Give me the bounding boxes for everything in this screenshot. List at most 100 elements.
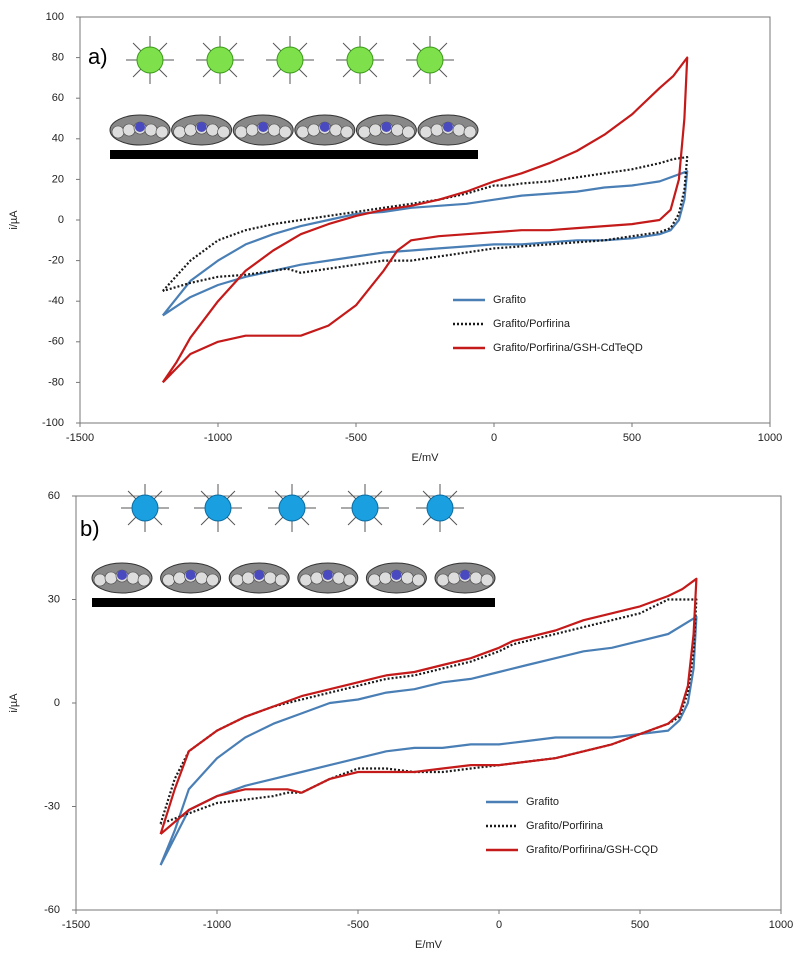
atom — [463, 125, 477, 139]
ligand — [448, 490, 458, 500]
ligand — [272, 68, 282, 78]
nanoparticle — [204, 494, 232, 522]
y-tick-label: -40 — [48, 295, 64, 307]
ligand — [342, 42, 352, 52]
series-line — [159, 598, 698, 825]
atom — [480, 573, 494, 587]
x-tick-label: -500 — [347, 919, 369, 931]
illustration — [109, 36, 479, 159]
atom — [402, 125, 415, 139]
atom — [278, 125, 292, 139]
ligand — [422, 516, 432, 526]
atom — [401, 571, 414, 585]
metal-center — [254, 570, 265, 580]
x-tick-label: 1000 — [769, 919, 793, 931]
metal-center — [460, 570, 470, 580]
x-tick-label: -1000 — [204, 432, 232, 444]
x-axis-title: E/mV — [415, 939, 443, 951]
atom — [412, 573, 425, 587]
y-tick-label: 30 — [48, 593, 60, 605]
ligand — [274, 490, 284, 500]
ligand — [228, 42, 238, 52]
atom — [206, 573, 219, 587]
ligand — [347, 516, 357, 526]
metal-center — [319, 122, 330, 132]
x-tick-label: -500 — [345, 432, 367, 444]
ligand — [298, 42, 308, 52]
atom — [452, 123, 466, 137]
ligand — [158, 68, 168, 78]
atom — [245, 123, 259, 137]
atom — [126, 571, 140, 585]
atom — [263, 571, 277, 585]
atom — [307, 123, 321, 137]
legend-label: Grafito — [493, 294, 526, 306]
series-line — [161, 156, 689, 293]
atom — [144, 123, 158, 137]
atom — [310, 571, 324, 585]
ligand — [300, 516, 310, 526]
y-tick-label: -30 — [44, 800, 60, 812]
ligand — [298, 68, 308, 78]
atom — [93, 573, 107, 587]
metal-center — [381, 122, 392, 132]
ligand — [158, 42, 168, 52]
nanoparticle — [131, 494, 159, 522]
ligand — [274, 516, 284, 526]
y-tick-label: 80 — [52, 52, 64, 64]
ligand — [347, 490, 357, 500]
nanoparticle — [206, 46, 234, 74]
atom — [206, 123, 219, 137]
ligand — [422, 490, 432, 500]
nanoparticle — [136, 46, 164, 74]
atom — [173, 125, 186, 139]
series-line — [161, 170, 689, 317]
x-tick-label: 1000 — [758, 432, 782, 444]
ligand — [132, 42, 142, 52]
x-tick-label: 0 — [491, 432, 497, 444]
ligand — [127, 516, 137, 526]
ligand — [200, 516, 210, 526]
x-tick-label: -1000 — [203, 919, 231, 931]
atom — [155, 125, 169, 139]
y-tick-label: 60 — [52, 92, 64, 104]
atom — [343, 573, 357, 587]
y-tick-label: -60 — [44, 904, 60, 916]
x-tick-label: 500 — [623, 432, 641, 444]
atom — [274, 573, 288, 587]
ligand — [373, 516, 383, 526]
x-tick-label: 500 — [631, 919, 649, 931]
ligand — [202, 68, 212, 78]
panel-label: b) — [80, 516, 100, 541]
y-axis-title: i/µA — [8, 210, 20, 230]
y-axis-title: i/µA — [8, 693, 20, 713]
electrode — [110, 150, 478, 159]
metal-center — [185, 570, 196, 580]
electrode — [92, 598, 495, 607]
metal-center — [443, 122, 453, 132]
ligand — [202, 42, 212, 52]
ligand — [373, 490, 383, 500]
ligand — [438, 42, 448, 52]
atom — [340, 125, 354, 139]
atom — [241, 571, 255, 585]
nanoparticle — [351, 494, 379, 522]
nanoparticle — [426, 494, 454, 522]
x-tick-label: -1500 — [66, 432, 94, 444]
legend-label: Grafito — [526, 796, 559, 808]
atom — [447, 571, 461, 585]
atom — [111, 125, 125, 139]
atom — [173, 571, 186, 585]
y-tick-label: 60 — [48, 490, 60, 502]
nanoparticle — [276, 46, 304, 74]
atom — [296, 125, 310, 139]
ligand — [132, 68, 142, 78]
legend: Grafito Grafito/Porfirina Grafito/Porfirin… — [453, 294, 643, 354]
y-tick-label: -100 — [42, 417, 64, 429]
ligand — [153, 490, 163, 500]
y-tick-label: 0 — [58, 214, 64, 226]
legend-label: Grafito/Porfirina — [526, 820, 604, 832]
ligand — [448, 516, 458, 526]
atom — [469, 571, 483, 585]
